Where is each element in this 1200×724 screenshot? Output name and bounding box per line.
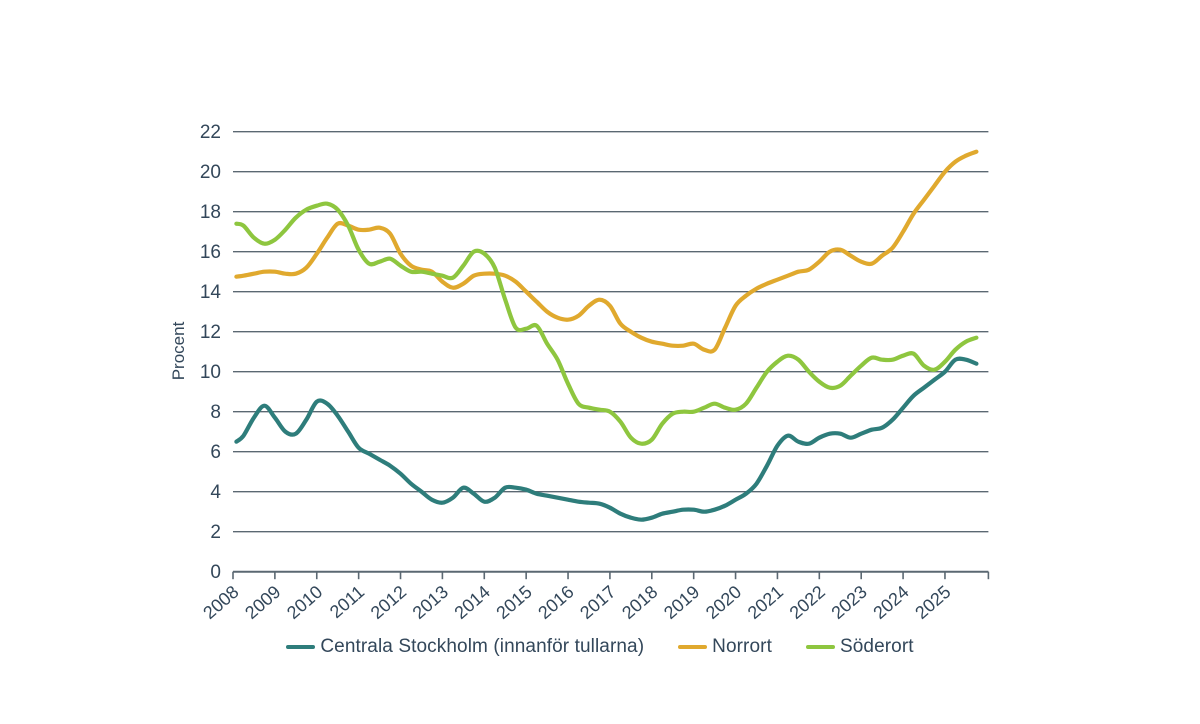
x-tick-label-2008: 2008 [199, 582, 242, 623]
y-tick-label-4: 4 [210, 482, 221, 503]
x-tick-label-2023: 2023 [827, 582, 870, 623]
legend-label-soderort: Söderort [839, 636, 914, 657]
x-tick-label-2012: 2012 [367, 582, 410, 623]
legend-swatch-soderort [805, 645, 835, 649]
x-tick-label-2018: 2018 [618, 582, 661, 623]
x-tick-label-2020: 2020 [702, 582, 745, 623]
legend-item-soderort: Söderort [805, 636, 914, 658]
legend-item-norrort: Norrort [678, 636, 772, 658]
x-tick-label-2013: 2013 [409, 582, 452, 623]
x-tick-label-2019: 2019 [660, 582, 703, 623]
x-tick-label-2015: 2015 [492, 582, 535, 623]
y-tick-label-2: 2 [210, 522, 221, 543]
x-tick-label-2014: 2014 [451, 582, 494, 623]
y-tick-label-12: 12 [200, 322, 221, 343]
y-tick-label-22: 22 [200, 122, 221, 143]
y-tick-label-20: 20 [200, 162, 221, 183]
series-line-s-derort [234, 201, 979, 446]
y-tick-label-6: 6 [210, 442, 221, 463]
x-tick-label-2017: 2017 [576, 582, 619, 623]
x-tick-label-2022: 2022 [786, 582, 829, 623]
y-tick-label-10: 10 [200, 362, 221, 383]
series-line-norrort [234, 149, 979, 354]
chart-legend: Centrala Stockholm (innanför tullarna) N… [0, 636, 1200, 658]
x-tick-label-2016: 2016 [534, 582, 577, 623]
legend-swatch-norrort [678, 645, 708, 649]
x-tick-label-2009: 2009 [241, 582, 284, 623]
x-tick-label-2011: 2011 [326, 582, 368, 622]
y-tick-label-8: 8 [210, 402, 221, 423]
series-line-centrala-stockholm-innanf-r-tullarna [234, 356, 979, 522]
x-tick-label-2024: 2024 [869, 582, 912, 623]
y-tick-label-0: 0 [210, 562, 221, 583]
legend-label-norrort: Norrort [712, 636, 772, 657]
x-tick-label-2025: 2025 [911, 582, 954, 623]
y-axis-title: Procent [169, 321, 188, 380]
x-tick-label-2010: 2010 [283, 582, 326, 623]
y-tick-label-18: 18 [200, 202, 221, 223]
y-tick-label-14: 14 [200, 282, 222, 303]
y-tick-label-16: 16 [200, 242, 221, 263]
legend-item-centrala-stockholm: Centrala Stockholm (innanför tullarna) [286, 636, 644, 658]
x-tick-label-2021: 2021 [744, 582, 787, 623]
legend-label-centrala-stockholm: Centrala Stockholm (innanför tullarna) [320, 636, 645, 657]
legend-swatch-centrala-stockholm [286, 645, 316, 649]
